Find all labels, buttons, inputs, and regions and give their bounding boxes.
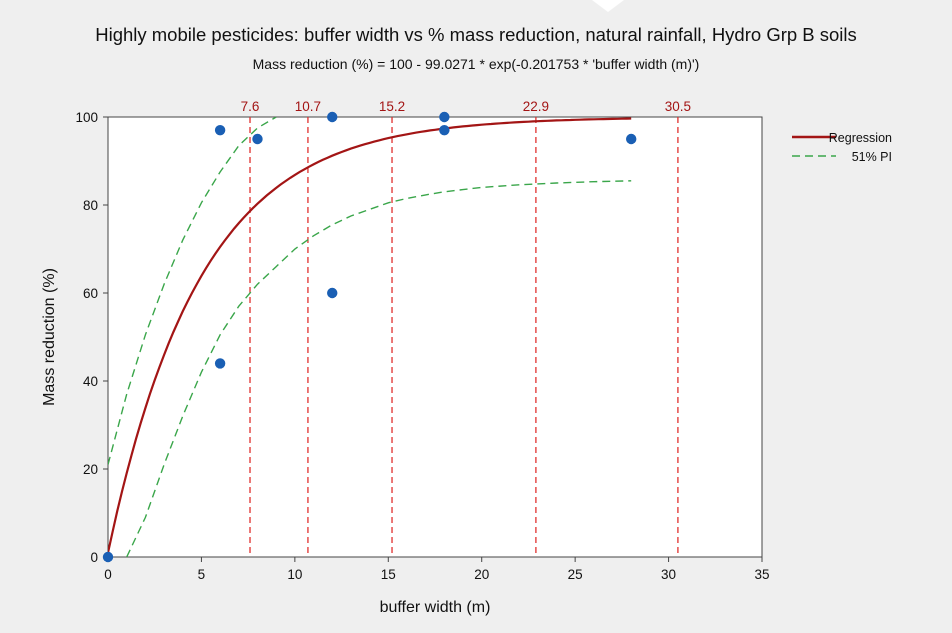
reference-line-label: 10.7 [295, 99, 321, 114]
reference-line-label: 15.2 [379, 99, 405, 114]
x-tick-label: 20 [474, 567, 489, 582]
y-tick-label: 100 [75, 110, 98, 125]
x-tick-label: 30 [661, 567, 676, 582]
data-point [439, 111, 450, 123]
legend-regression-label: Regression [829, 131, 892, 145]
data-point [327, 287, 338, 299]
data-point [626, 133, 637, 145]
y-tick-label: 80 [83, 198, 98, 213]
plot-area [107, 116, 763, 558]
y-tick-label: 20 [83, 462, 98, 477]
legend-pi-label: 51% PI [852, 150, 892, 164]
reference-line-label: 22.9 [523, 99, 549, 114]
y-tick-label: 40 [83, 374, 98, 389]
y-tick-label: 60 [83, 286, 98, 301]
x-tick-label: 0 [104, 567, 112, 582]
x-tick-label: 5 [198, 567, 206, 582]
data-point [102, 551, 114, 563]
y-tick-label: 0 [90, 550, 98, 565]
data-point [214, 358, 226, 369]
pi-lower-line [126, 180, 632, 557]
y-axis-label: Mass reduction (%) [41, 268, 58, 406]
reference-line-label: 30.5 [665, 99, 691, 114]
data-point [214, 125, 226, 136]
reference-line-label: 7.6 [241, 99, 260, 114]
data-point [439, 125, 450, 136]
chart-title: Highly mobile pesticides: buffer width v… [95, 24, 857, 45]
window-notch [592, 0, 624, 12]
data-point [327, 111, 338, 123]
data-point [252, 133, 263, 145]
x-axis-label: buffer width (m) [380, 599, 491, 616]
chart-subtitle: Mass reduction (%) = 100 - 99.0271 * exp… [253, 56, 700, 72]
x-tick-label: 15 [381, 567, 396, 582]
x-tick-label: 10 [287, 567, 302, 582]
legend: Regression 51% PI [792, 131, 892, 164]
x-tick-label: 35 [754, 567, 769, 582]
regression-line [108, 117, 632, 553]
x-tick-label: 25 [568, 567, 583, 582]
